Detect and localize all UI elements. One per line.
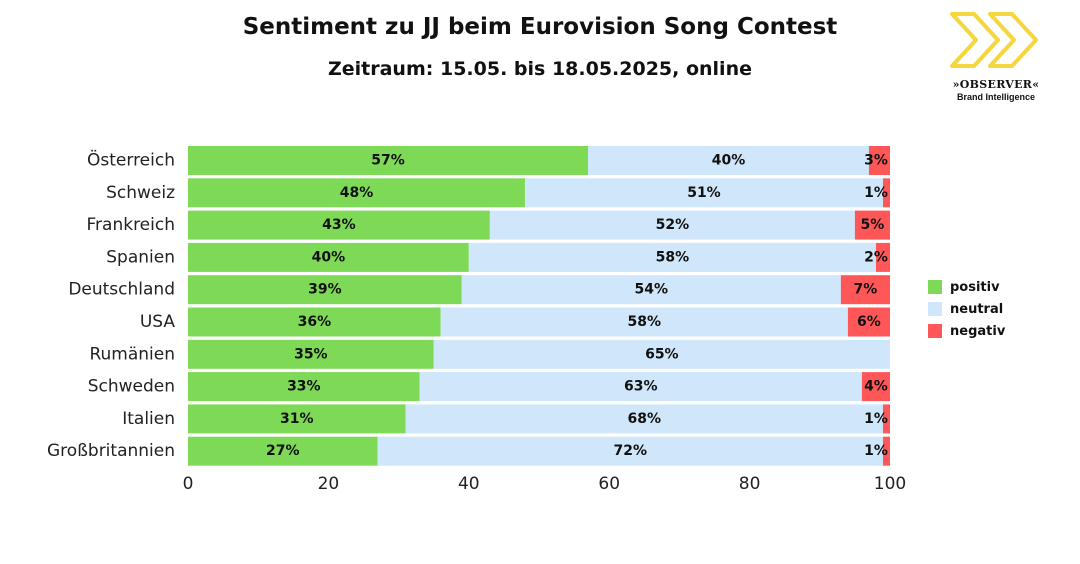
data-label-neutral: 58% (628, 314, 662, 330)
legend-item-negativ: negativ (928, 320, 1005, 342)
data-label-neutral: 52% (656, 217, 690, 233)
bar-neutral (433, 339, 890, 369)
data-label-positiv: 43% (322, 217, 356, 233)
x-tick-label: 80 (739, 474, 761, 494)
bar-positiv (188, 372, 420, 402)
bar-neutral (440, 307, 848, 337)
data-label-negativ: 1% (864, 411, 888, 427)
data-label-negativ: 2% (864, 249, 888, 265)
legend-label-neutral: neutral (950, 301, 1004, 317)
data-label-negativ: 7% (854, 282, 878, 298)
bar-positiv (188, 307, 441, 337)
data-label-neutral: 68% (628, 411, 662, 427)
data-label-neutral: 65% (645, 346, 679, 362)
bar-negativ (875, 242, 890, 272)
category-label: Deutschland (68, 280, 175, 300)
bar-neutral (419, 372, 862, 402)
category-label: Österreich (87, 149, 175, 171)
data-label-neutral: 72% (614, 443, 648, 459)
bar-neutral (377, 436, 883, 466)
bar-positiv (188, 339, 434, 369)
bar-neutral (405, 404, 883, 434)
legend: positiv neutral negativ (928, 276, 1005, 342)
bar-negativ (882, 178, 890, 208)
data-label-positiv: 48% (340, 185, 374, 201)
data-label-neutral: 63% (624, 379, 658, 395)
legend-label-positiv: positiv (950, 279, 1000, 295)
x-tick-label: 100 (874, 474, 906, 494)
x-tick-label: 40 (458, 474, 480, 494)
bar-negativ (840, 275, 890, 305)
category-label: USA (140, 312, 176, 332)
bar-neutral (524, 178, 883, 208)
legend-swatch-neutral (928, 302, 942, 316)
bar-negativ (847, 307, 890, 337)
logo-tagline: Brand Intelligence (956, 92, 1036, 102)
legend-item-neutral: neutral (928, 298, 1005, 320)
data-label-positiv: 57% (371, 153, 405, 169)
logo-name: »OBSERVER« (952, 78, 1040, 91)
bar-positiv (188, 210, 490, 240)
data-label-positiv: 31% (280, 411, 314, 427)
data-label-positiv: 36% (298, 314, 332, 330)
chart-subtitle: Zeitraum: 15.05. bis 18.05.2025, online (327, 58, 752, 80)
bar-negativ (882, 436, 890, 466)
bar-neutral (468, 242, 876, 272)
category-label: Rumänien (89, 344, 175, 364)
data-label-neutral: 51% (687, 185, 721, 201)
data-label-negativ: 4% (864, 379, 888, 395)
bar-neutral (588, 146, 869, 175)
data-label-positiv: 35% (294, 346, 328, 362)
category-label: Großbritannien (47, 441, 175, 461)
bar-positiv (188, 146, 589, 175)
data-label-negativ: 5% (861, 217, 885, 233)
legend-swatch-negativ (928, 324, 942, 338)
bar-negativ (882, 404, 890, 434)
bar-positiv (188, 275, 462, 305)
category-label: Spanien (106, 247, 175, 267)
data-label-positiv: 27% (266, 443, 300, 459)
data-label-negativ: 1% (864, 443, 888, 459)
bar-negativ (854, 210, 890, 240)
data-label-neutral: 58% (656, 249, 690, 265)
double-chevron-right-icon (950, 12, 1038, 68)
observer-logo: »OBSERVER« Brand Intelligence (944, 6, 1074, 106)
bar-positiv (188, 404, 406, 434)
bar-positiv (188, 178, 525, 208)
bar-positiv (188, 436, 378, 466)
x-tick-label: 20 (318, 474, 340, 494)
bar-positiv (188, 242, 469, 272)
bar-neutral (489, 210, 855, 240)
x-tick-label: 0 (183, 474, 194, 494)
category-label: Frankreich (87, 215, 176, 235)
category-label: Italien (122, 409, 175, 429)
data-label-neutral: 40% (712, 153, 746, 169)
x-tick-label: 60 (598, 474, 620, 494)
data-label-negativ: 1% (864, 185, 888, 201)
bar-negativ (861, 372, 890, 402)
data-label-neutral: 54% (635, 282, 669, 298)
data-label-positiv: 39% (308, 282, 342, 298)
chart-title: Sentiment zu JJ beim Eurovision Song Con… (242, 14, 838, 40)
category-label: Schweden (88, 377, 175, 397)
bar-neutral (461, 275, 841, 305)
bar-negativ (868, 146, 890, 175)
legend-item-positiv: positiv (928, 276, 1005, 298)
data-label-negativ: 3% (864, 153, 888, 169)
data-label-positiv: 33% (287, 379, 321, 395)
data-label-negativ: 6% (857, 314, 881, 330)
category-label: Schweiz (106, 183, 175, 203)
legend-swatch-positiv (928, 280, 942, 294)
data-label-positiv: 40% (312, 249, 346, 265)
legend-label-negativ: negativ (950, 323, 1006, 339)
